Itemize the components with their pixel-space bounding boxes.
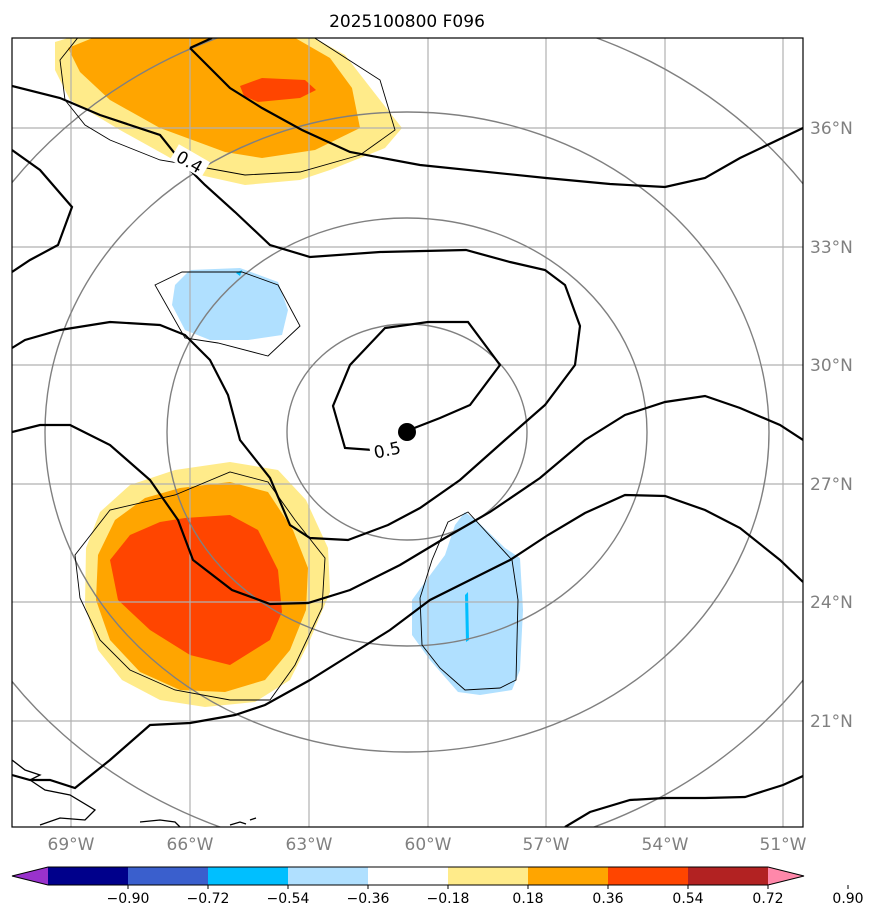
colorbar-tick-label: −0.90	[107, 891, 150, 907]
black-contours	[12, 38, 803, 827]
colorbar-tick-label: 0.72	[752, 891, 783, 907]
colorbar-tick-label: 0.54	[672, 891, 703, 907]
range-ring-3	[44, 111, 770, 753]
colorbar-tick-label: 0.90	[832, 891, 863, 907]
positive-region-north-max	[240, 78, 316, 102]
longitude-labels: 69°W 66°W 63°W 60°W 57°W 54°W 51°W	[48, 835, 807, 855]
colorbar-bin	[208, 867, 289, 885]
lon-label: 69°W	[48, 835, 95, 855]
negative-region-west-max	[236, 270, 242, 276]
colorbar-bin	[48, 867, 129, 885]
latitude-labels: 36°N 33°N 30°N 27°N 24°N 21°N	[810, 119, 853, 732]
colorbar-bin	[528, 867, 609, 885]
colorbar-extend-high	[768, 867, 804, 885]
lon-label: 54°W	[642, 835, 689, 855]
map-frame	[11, 37, 804, 828]
colorbar-tick-label: 0.36	[592, 891, 623, 907]
colorbar-bin	[128, 867, 209, 885]
colorbar-bin	[688, 867, 769, 885]
map-title: 2025100800 F096	[329, 12, 485, 32]
colorbar-bin	[608, 867, 689, 885]
thin-contours	[59, 38, 519, 701]
lon-label: 51°W	[760, 835, 807, 855]
lon-label: 63°W	[286, 835, 333, 855]
range-rings	[12, 38, 803, 827]
coastline	[12, 759, 257, 827]
lon-label: 60°W	[405, 835, 452, 855]
colorbar-tick-label: 0.18	[512, 891, 543, 907]
negative-region-east-max	[465, 592, 469, 642]
lat-label: 33°N	[810, 238, 853, 258]
lon-label: 57°W	[523, 835, 570, 855]
colorbar-extend-low	[12, 867, 48, 885]
lon-label: 66°W	[167, 835, 214, 855]
colorbar-bin	[368, 867, 449, 885]
positive-region-south-max	[110, 515, 282, 665]
colorbar-tick-label: −0.36	[347, 891, 390, 907]
lat-label: 21°N	[810, 712, 853, 732]
range-ring-2	[166, 217, 648, 647]
colorbar-tick-label: −0.54	[267, 891, 310, 907]
colorbar-outline	[11, 866, 805, 886]
map-area: 0.4 0.5	[12, 38, 803, 827]
center-marker	[398, 423, 416, 441]
lat-label: 27°N	[810, 475, 853, 495]
colorbar-tick-label: −0.18	[427, 891, 470, 907]
colorbar-tick-label: −0.72	[187, 891, 230, 907]
lat-label: 36°N	[810, 119, 853, 139]
lat-label: 30°N	[810, 356, 853, 376]
colorbar-bin	[448, 867, 529, 885]
lat-label: 24°N	[810, 593, 853, 613]
colorbar: −0.90 −0.72 −0.54 −0.36 −0.18 0.18 0.36 0.54 0.7…	[11, 866, 864, 907]
colorbar-bin	[288, 867, 369, 885]
